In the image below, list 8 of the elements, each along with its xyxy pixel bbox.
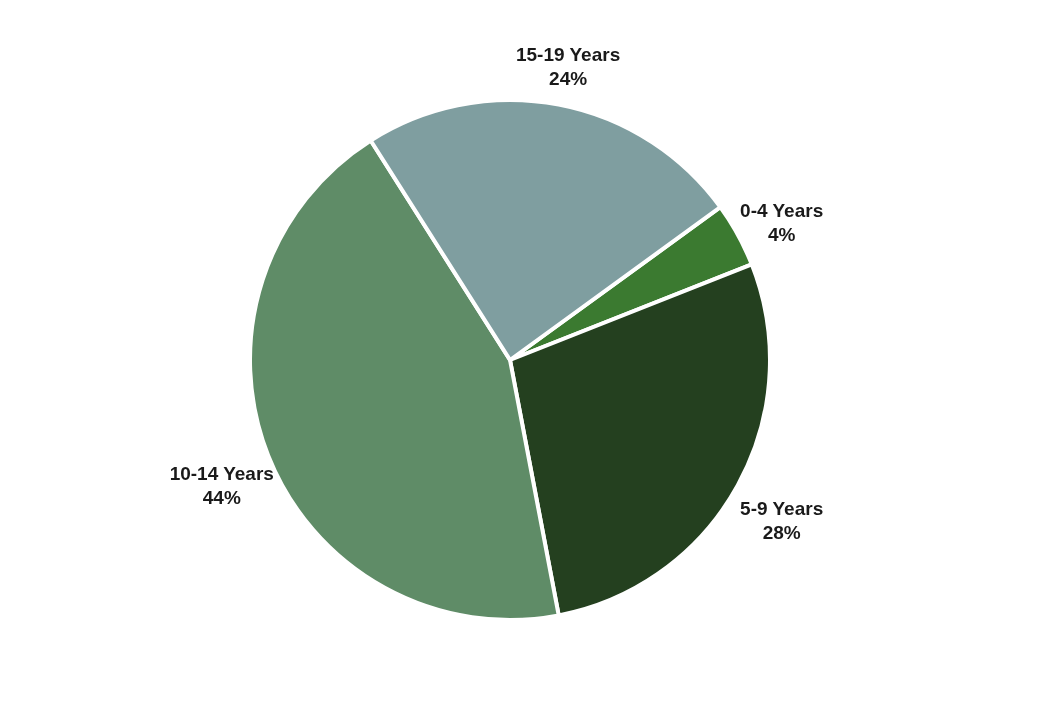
data-label: 24% bbox=[549, 68, 588, 90]
data-label: 4% bbox=[767, 223, 796, 245]
slice-label: 0-4 Years bbox=[740, 199, 824, 221]
data-label: 44% bbox=[202, 487, 241, 509]
data-label: 28% bbox=[762, 522, 801, 544]
slice-label: 15-19 Years bbox=[515, 44, 621, 66]
slice-label: 5-9 Years bbox=[740, 498, 824, 520]
slice-label: 10-14 Years bbox=[169, 463, 274, 485]
